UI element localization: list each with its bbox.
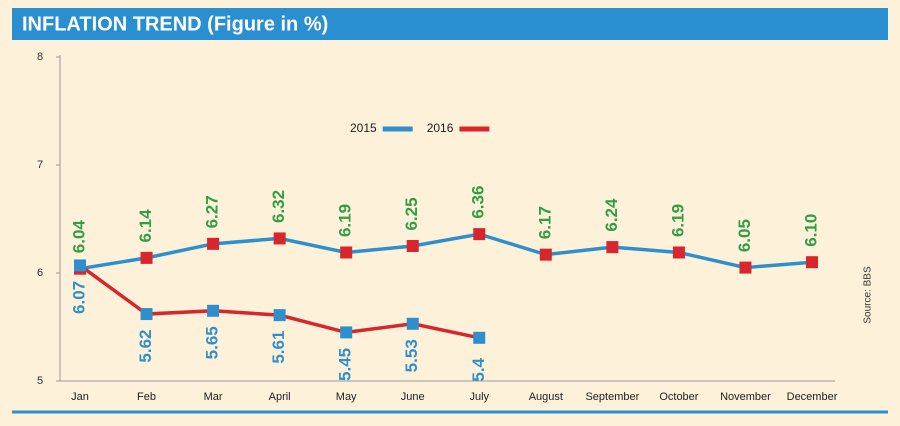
title-banner bbox=[12, 8, 888, 40]
legend-label: 2016 bbox=[427, 121, 454, 135]
data-label: 6.17 bbox=[535, 206, 554, 239]
point-marker bbox=[340, 326, 353, 339]
x-tick-label: November bbox=[720, 391, 771, 403]
x-tick-label: May bbox=[336, 391, 357, 403]
point-marker bbox=[672, 246, 685, 259]
x-tick-label: Mar bbox=[204, 391, 223, 403]
point-marker bbox=[473, 228, 486, 241]
point-marker bbox=[406, 240, 419, 252]
data-label: 6.27 bbox=[203, 195, 222, 228]
legend-label: 2015 bbox=[350, 121, 377, 135]
point-marker bbox=[739, 261, 752, 274]
data-label: 6.14 bbox=[136, 209, 155, 243]
data-label: 6.32 bbox=[269, 190, 288, 223]
y-tick-label: 5 bbox=[37, 375, 43, 387]
data-label: 6.07 bbox=[69, 281, 88, 314]
source-note: Source: BBS bbox=[863, 266, 874, 324]
data-label: 6.25 bbox=[402, 197, 421, 230]
x-tick-label: Jan bbox=[71, 391, 89, 403]
data-label: 5.61 bbox=[269, 331, 288, 364]
point-marker bbox=[406, 317, 419, 330]
point-marker bbox=[273, 309, 286, 322]
data-label: 6.19 bbox=[668, 204, 687, 237]
data-label: 6.05 bbox=[735, 219, 754, 252]
point-marker bbox=[207, 237, 220, 250]
data-label: 6.36 bbox=[469, 186, 488, 219]
point-marker bbox=[539, 248, 552, 261]
y-tick-label: 7 bbox=[37, 159, 43, 171]
chart-title: INFLATION TREND (Figure in %) bbox=[22, 13, 328, 35]
series-line bbox=[79, 232, 813, 271]
x-tick-label: June bbox=[401, 391, 425, 403]
x-tick-label: October bbox=[659, 391, 698, 403]
x-tick-label: July bbox=[469, 391, 489, 403]
x-tick-label: April bbox=[269, 391, 291, 403]
data-label: 5.65 bbox=[203, 326, 222, 359]
data-label: 6.04 bbox=[69, 220, 88, 254]
data-label: 6.19 bbox=[336, 204, 355, 237]
point-marker bbox=[273, 232, 286, 245]
y-tick-label: 6 bbox=[37, 267, 43, 279]
point-marker bbox=[806, 256, 818, 269]
point-marker bbox=[340, 246, 353, 259]
point-marker bbox=[140, 251, 153, 264]
point-marker bbox=[473, 331, 486, 344]
y-tick-label: 8 bbox=[37, 51, 43, 63]
data-label: 5.53 bbox=[402, 339, 421, 372]
point-marker bbox=[606, 241, 619, 254]
x-tick-label: Feb bbox=[137, 391, 156, 403]
x-tick-label: September bbox=[585, 391, 639, 403]
data-label: 6.24 bbox=[602, 198, 621, 232]
data-label: 6.10 bbox=[801, 214, 820, 247]
x-tick-label: August bbox=[529, 391, 563, 403]
data-label: 5.62 bbox=[136, 329, 155, 362]
point-marker bbox=[207, 304, 220, 317]
data-label: 5.45 bbox=[336, 348, 355, 381]
point-marker bbox=[140, 308, 153, 321]
x-tick-label: December bbox=[787, 391, 838, 403]
point-marker bbox=[74, 259, 86, 272]
data-label: 5.4 bbox=[469, 357, 488, 381]
